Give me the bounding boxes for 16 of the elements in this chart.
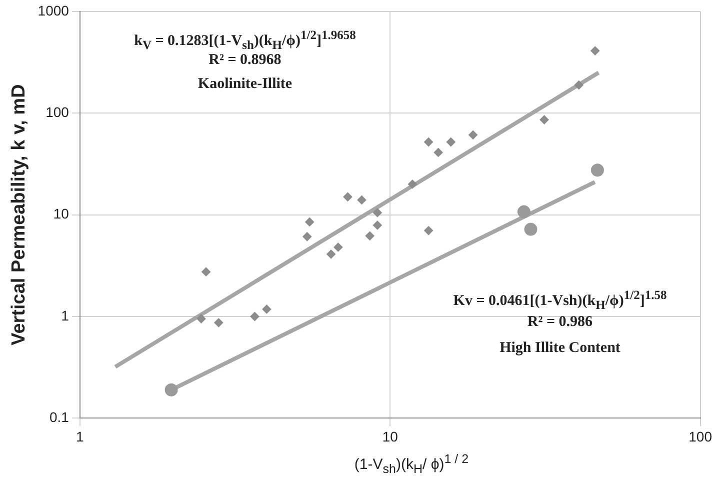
annotation: R² = 0.986 bbox=[526, 314, 594, 331]
annotation: High Illite Content bbox=[498, 340, 622, 357]
y-tick-label: 1000 bbox=[38, 2, 70, 18]
x-tick-label: 10 bbox=[382, 428, 398, 444]
y-axis-title: Vertical Permeability, k v, mD bbox=[8, 84, 30, 346]
y-tick-label: 0.1 bbox=[49, 409, 70, 426]
annotation: Kaolinite-Illite bbox=[196, 76, 294, 93]
x-tick-label: 1 bbox=[76, 428, 84, 444]
x-axis-title: (1-V$_{sh}$)(k$_{H}$/ ϕ)$^{1 / 2}$ bbox=[353, 452, 470, 476]
text: k$_{V}$ = 0.1283[(1-V$_{sh}$)(k$_{H}$/ϕ)$^{1/2}$]$^{1.9658}$ bbox=[134, 28, 356, 52]
y-tick-label: 100 bbox=[46, 104, 70, 120]
annotation: Kv = 0.0461[(1-Vsh)(k$_{H}$/ϕ)$^{1/2}$]$^{1.58}$ bbox=[452, 288, 668, 313]
y-tick-label: 10 bbox=[53, 206, 70, 222]
y-tick-label: 1 bbox=[61, 307, 70, 324]
annotation: R² = 0.8968 bbox=[208, 52, 282, 69]
x-tick-label: 100 bbox=[688, 428, 712, 444]
